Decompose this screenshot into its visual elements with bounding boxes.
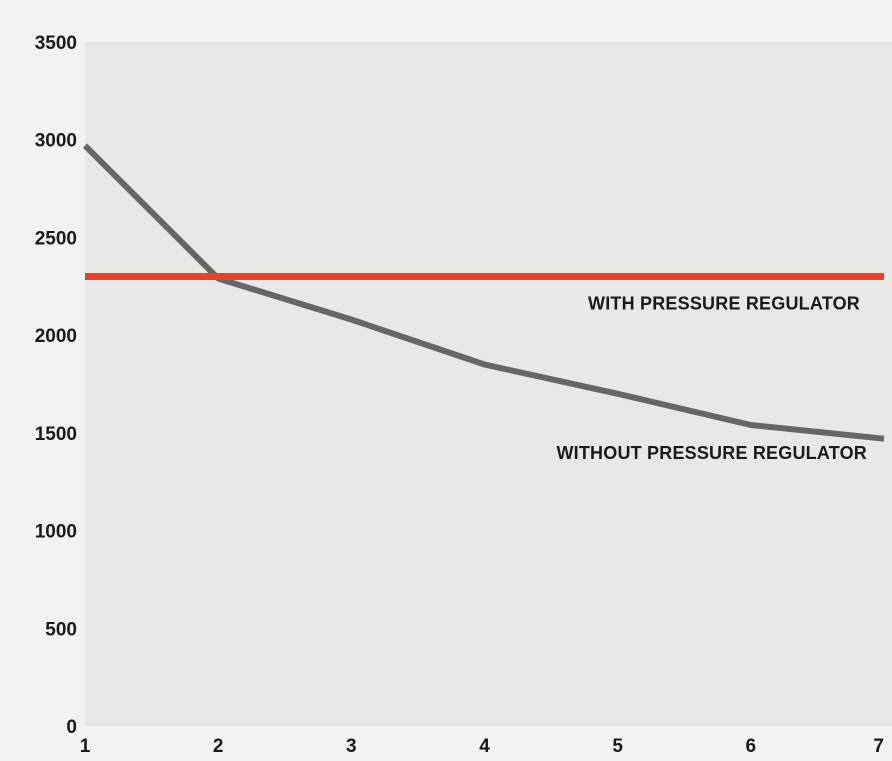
y-tick-label: 500	[45, 619, 77, 640]
x-tick-label: 1	[80, 736, 91, 756]
x-tick-label: 4	[479, 736, 490, 756]
x-tick-label: 6	[746, 736, 757, 756]
x-tick-label: 2	[213, 736, 224, 756]
y-tick-label: 0	[66, 717, 77, 738]
y-tick-label: 1500	[35, 424, 77, 445]
y-tick-label: 1000	[35, 522, 77, 543]
y-tick-label: 2500	[35, 228, 77, 249]
series-label-without-regulator: WITHOUT PRESSURE REGULATOR	[556, 443, 867, 463]
x-tick-label: 7	[873, 736, 884, 756]
plot-area	[85, 42, 892, 726]
x-tick-label: 3	[346, 736, 357, 756]
y-axis-tick-labels: 0 500 1000 1500 2000 2500 3000 3500	[35, 33, 77, 738]
x-tick-label: 5	[612, 736, 623, 756]
y-tick-label: 2000	[35, 326, 77, 347]
series-lines	[82, 143, 885, 442]
series-label-with-regulator: WITH PRESSURE REGULATOR	[588, 294, 860, 314]
y-tick-label: 3000	[35, 131, 77, 152]
y-tick-label: 3500	[35, 33, 77, 54]
x-axis-tick-labels: 1 2 3 4 5 6 7	[80, 736, 884, 757]
